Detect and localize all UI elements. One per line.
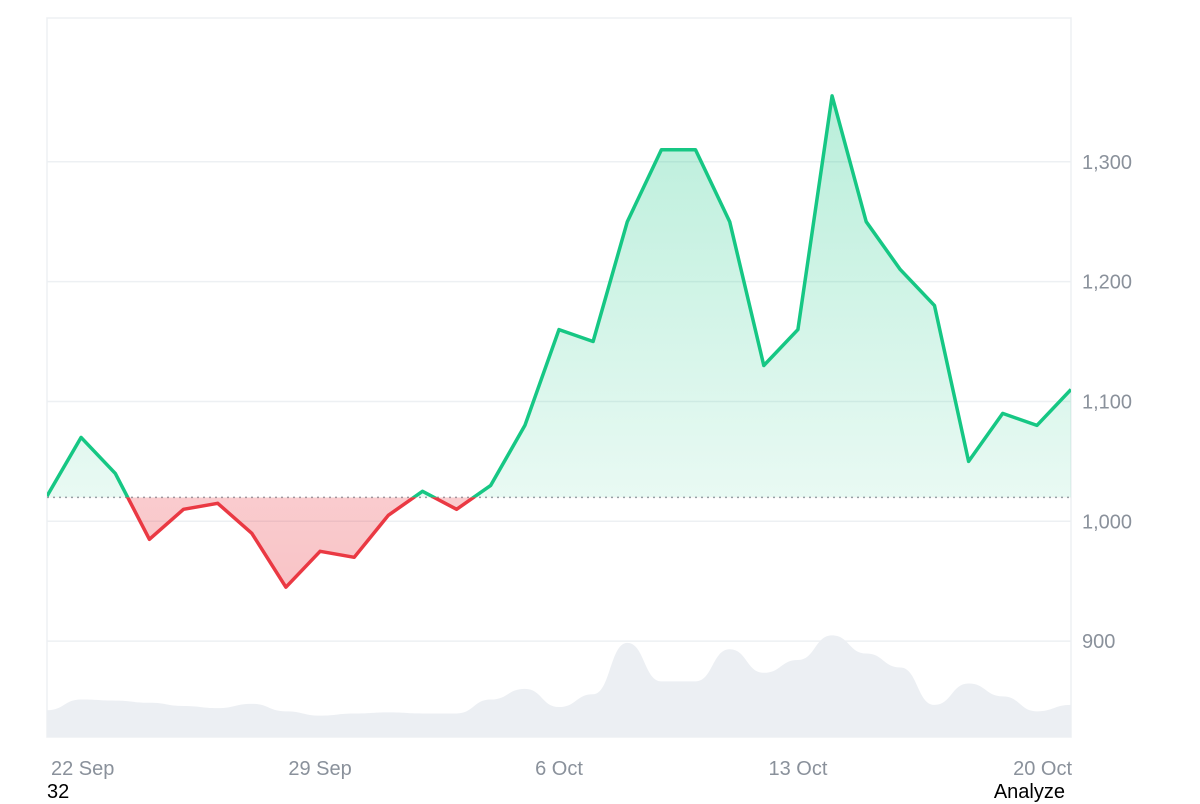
price-point	[318, 549, 322, 553]
price-point	[762, 364, 766, 368]
price-point	[728, 220, 732, 224]
price-point	[455, 507, 459, 511]
footer-left-text: 32	[47, 781, 70, 803]
price-point	[694, 148, 698, 152]
y-tick-label: 1,000	[1082, 511, 1132, 533]
analyze-link[interactable]: Analyze	[993, 781, 1065, 803]
price-line-down	[125, 497, 477, 589]
x-tick-label: 13 Oct	[768, 758, 827, 780]
x-tick-label: 20 Oct	[1013, 758, 1072, 780]
price-point	[796, 328, 800, 332]
price-point	[557, 328, 561, 332]
price-point	[523, 423, 527, 427]
y-tick-label: 1,200	[1082, 272, 1132, 294]
price-point	[1069, 387, 1073, 391]
price-point	[898, 268, 902, 272]
price-point	[386, 513, 390, 517]
price-point	[45, 494, 49, 498]
price-point	[1035, 423, 1039, 427]
price-point	[489, 483, 493, 487]
price-line-up	[47, 94, 1071, 498]
price-point	[932, 304, 936, 308]
price-area-down	[127, 497, 474, 588]
x-tick-label: 6 Oct	[535, 758, 583, 780]
price-area-up	[47, 95, 1071, 498]
price-point	[113, 471, 117, 475]
price-point	[864, 220, 868, 224]
price-point	[284, 585, 288, 589]
y-tick-label: 900	[1082, 631, 1115, 653]
price-point	[1001, 411, 1005, 415]
x-tick-label: 29 Sep	[288, 758, 351, 780]
y-tick-label: 1,300	[1082, 152, 1132, 174]
price-point	[147, 537, 151, 541]
price-point	[182, 507, 186, 511]
price-point	[79, 435, 83, 439]
x-tick-label: 22 Sep	[51, 758, 114, 780]
price-point	[659, 148, 663, 152]
y-tick-label: 1,100	[1082, 391, 1132, 413]
price-point	[216, 501, 220, 505]
price-point	[830, 94, 834, 98]
price-point	[967, 459, 971, 463]
price-point	[625, 220, 629, 224]
volume-area	[47, 635, 1071, 737]
price-point	[352, 555, 356, 559]
price-point	[591, 340, 595, 344]
price-point	[250, 531, 254, 535]
price-point	[420, 489, 424, 493]
